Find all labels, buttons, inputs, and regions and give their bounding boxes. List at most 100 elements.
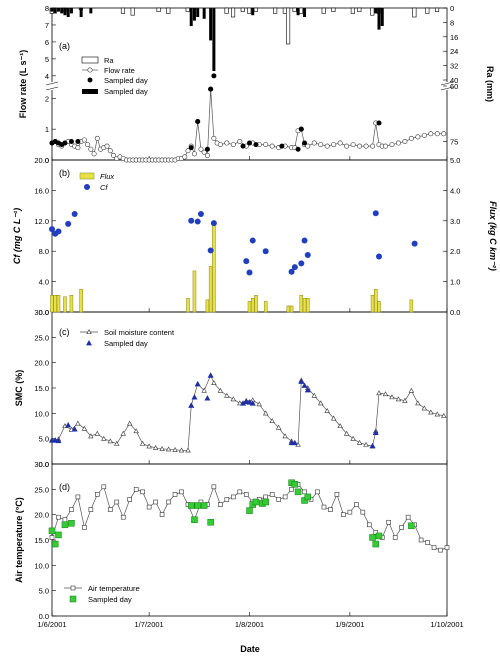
legend-sampled-bar-label: Sampled day: [104, 87, 148, 96]
air-temperature-point: [263, 494, 268, 500]
cf-tick-label: 12.0: [34, 217, 49, 226]
smc-point: [178, 447, 185, 453]
flow-rate-tick-label: 4: [45, 72, 49, 81]
flux-bar: [192, 270, 197, 313]
flux-bar: [286, 305, 291, 313]
ra-bar: [370, 7, 375, 16]
air-temperature-point: [62, 517, 68, 523]
smc-point: [282, 433, 288, 439]
flow-rate-point: [350, 142, 356, 148]
air-temperature-point: [392, 535, 398, 540]
smc-point: [230, 396, 237, 402]
smc-sampled-point: [65, 421, 72, 428]
x-tick-label: 1/6/2001: [37, 620, 66, 629]
cf-point: [55, 228, 62, 235]
smc-point: [211, 380, 217, 385]
flow-rate-point: [237, 139, 243, 145]
air-temperature-tick-label: 0.0: [39, 612, 49, 621]
ra-bar: [331, 7, 336, 12]
smc-point: [343, 430, 350, 436]
flow-rate-point: [81, 137, 87, 143]
smc-point: [318, 400, 324, 406]
air-temperature-point: [289, 487, 294, 492]
ra-sampled-bar: [66, 8, 70, 17]
cf-tick-label: 0.0: [39, 308, 49, 317]
smc-sampled-point: [369, 442, 376, 449]
flow-sampled-point: [247, 140, 252, 146]
cf-point: [65, 220, 72, 227]
air-temperature-point: [75, 494, 81, 500]
flow-rate-point: [402, 139, 408, 145]
ra-bar: [253, 7, 258, 12]
ra-bar: [273, 7, 278, 14]
ra-tick-label: 0: [450, 4, 454, 13]
flow-rate-point: [408, 135, 414, 141]
x-tick-label: 1/8/2001: [235, 620, 264, 629]
cf-point: [372, 210, 379, 217]
y-axis-title-flow-rate: Flow rate (L s⁻¹): [18, 50, 28, 119]
flow-sampled-point: [302, 140, 308, 146]
ra-bar: [425, 7, 430, 14]
air-temperature-point: [302, 489, 307, 495]
cf-point: [291, 264, 298, 271]
air-temperature-point: [431, 545, 437, 550]
legend-ra-swatch: [81, 56, 99, 64]
x-tick-label: 1/10/2001: [430, 620, 463, 629]
temp-sampled-point: [246, 507, 253, 514]
flow-rate-point: [305, 143, 311, 149]
flow-rate-point: [91, 151, 97, 157]
cf-point: [301, 237, 308, 244]
ra-sampled-bar: [212, 8, 216, 71]
smc-point: [376, 390, 382, 396]
flow-rate-point: [230, 142, 236, 148]
smc-tick-label: 5.0: [39, 435, 49, 444]
flow-rate-point: [107, 148, 113, 154]
air-temperature-point: [243, 492, 249, 497]
legend-temp-label: Air temperature: [88, 584, 140, 593]
air-temperature-point: [328, 507, 333, 512]
temp-sampled-point: [48, 527, 56, 535]
ra-sampled-bar: [209, 8, 213, 41]
flow-rate-point: [111, 152, 117, 158]
flow-rate-point: [182, 154, 188, 160]
flux-bar: [212, 225, 216, 313]
smc-sampled-point: [71, 426, 78, 432]
temp-sampled-point: [372, 540, 380, 548]
smc-point: [114, 440, 120, 446]
flow-rate-point: [428, 131, 434, 137]
cf-point: [262, 248, 269, 255]
ra-sampled-bar: [79, 8, 83, 17]
air-temperature-point: [276, 497, 281, 502]
ra-sampled-bar: [377, 8, 381, 30]
ra-bar: [231, 7, 236, 18]
air-temperature-point: [146, 504, 152, 510]
air-temperature-point: [366, 522, 372, 528]
air-temperature-point: [127, 497, 133, 502]
temp-sampled-point: [51, 540, 59, 548]
legend-temp-marker: [70, 585, 76, 591]
smc-point: [269, 418, 275, 423]
cf-point: [411, 240, 418, 247]
air-temperature-point: [172, 492, 178, 497]
legend-smc-label: Soil moisture content: [104, 328, 175, 337]
panel-label-c: (c): [59, 327, 70, 337]
smc-point: [350, 435, 356, 441]
temp-sampled-point: [294, 488, 302, 496]
ra-tick-label: 32: [450, 62, 458, 71]
flow-rate-point: [337, 140, 343, 146]
smc-sampled-point: [240, 400, 247, 406]
ra-sampled-bar: [374, 8, 378, 14]
flux-bar: [205, 299, 210, 313]
temp-sampled-point: [304, 493, 312, 501]
air-temperature-point: [153, 499, 158, 505]
legend-flow-marker: [87, 67, 93, 73]
smc-point: [389, 394, 395, 400]
data-marks: [48, 7, 450, 553]
air-temperature-point: [211, 484, 217, 490]
y-axis-title-smc: SMC (%): [14, 370, 24, 407]
flow-rate-point: [357, 143, 363, 149]
ra-sampled-bar: [192, 8, 196, 21]
temp-sampled-point: [262, 498, 269, 506]
flow-rate-point: [201, 149, 207, 155]
ra-sampled-bar: [380, 8, 384, 26]
